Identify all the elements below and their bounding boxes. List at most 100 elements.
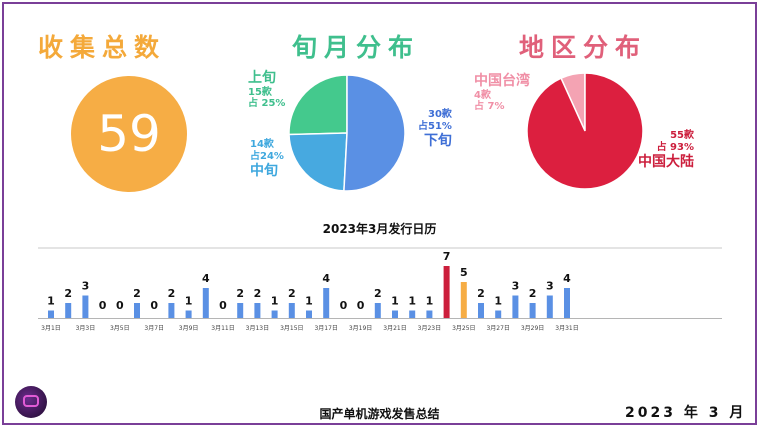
brand-logo xyxy=(15,386,47,418)
bar-3月23日 xyxy=(426,310,433,318)
bar-value-label: 2 xyxy=(133,287,141,300)
bar-3月27日 xyxy=(495,310,502,318)
bar-value-label: 2 xyxy=(64,287,72,300)
footer-title: 国产单机游戏发售总结 xyxy=(319,407,440,421)
bar-value-label: 7 xyxy=(443,250,451,263)
label-taiwan-count: 4款 xyxy=(474,89,491,101)
label-down-count: 30款 xyxy=(428,109,452,120)
bar-value-label: 2 xyxy=(288,287,296,300)
tick-label: 3月1日 xyxy=(41,325,61,332)
bar-3月14日 xyxy=(271,310,278,318)
label-mid-count: 14款 xyxy=(250,139,274,150)
bar-value-label: 3 xyxy=(546,280,554,293)
bar-3月29日 xyxy=(529,303,536,318)
tick-label: 3月9日 xyxy=(179,325,199,332)
bar-value-label: 0 xyxy=(99,299,107,312)
bar-3月16日 xyxy=(306,310,312,318)
label-mainland-pct: 占 93% xyxy=(656,141,694,153)
bar-3月25日 xyxy=(460,282,467,318)
bar-value-label: 2 xyxy=(477,287,485,300)
bar-value-label: 0 xyxy=(150,299,158,312)
bar-3月1日 xyxy=(48,310,54,318)
decade-title: 旬月分布 xyxy=(292,33,421,62)
bar-value-label: 1 xyxy=(426,295,434,308)
tick-label: 3月15日 xyxy=(280,325,303,332)
bar-3月30日 xyxy=(546,295,553,318)
label-down: 30款 占51% 下旬 xyxy=(418,109,452,149)
label-mid-pct: 占24% xyxy=(250,150,284,162)
calendar-title: 2023年3月发行日历 xyxy=(322,222,437,236)
bar-value-label: 0 xyxy=(219,299,227,312)
label-mid: 14款 占24% 中旬 xyxy=(250,139,284,179)
label-up-pct: 占 25% xyxy=(248,98,286,110)
bar-3月8日 xyxy=(168,303,175,318)
tick-label: 3月11日 xyxy=(211,325,234,332)
label-mainland-name: 中国大陆 xyxy=(638,153,694,170)
label-up-name: 上旬 xyxy=(248,70,276,86)
tick-label: 3月21日 xyxy=(383,325,406,332)
bar-value-label: 3 xyxy=(512,280,520,293)
label-mainland: 55款 占 93% 中国大陆 xyxy=(638,130,694,170)
bar-value-label: 1 xyxy=(494,295,502,308)
label-mid-name: 中旬 xyxy=(250,162,278,179)
label-down-name: 下旬 xyxy=(423,132,452,149)
bar-3月24日 xyxy=(443,266,450,318)
bar-value-label: 0 xyxy=(116,299,124,312)
region-pie xyxy=(526,72,644,190)
bar-value-label: 2 xyxy=(168,287,176,300)
pie-slice-down xyxy=(343,74,406,192)
bar-3月13日 xyxy=(254,303,261,318)
pie-slice-up xyxy=(288,74,348,136)
bar-3月2日 xyxy=(65,303,72,318)
bar-3月31日 xyxy=(564,288,570,318)
tick-label: 3月3日 xyxy=(76,325,96,332)
bar-value-label: 4 xyxy=(563,272,571,285)
bar-3月26日 xyxy=(478,303,484,318)
total-title: 收集总数 xyxy=(38,33,167,62)
logo-mark xyxy=(23,395,39,407)
label-mainland-count: 55款 xyxy=(670,130,694,141)
bar-3月10日 xyxy=(202,288,209,318)
tick-label: 3月31日 xyxy=(555,325,578,332)
bar-value-label: 2 xyxy=(236,287,244,300)
label-down-pct: 占51% xyxy=(418,120,452,132)
tick-label: 3月23日 xyxy=(418,325,441,332)
bar-value-label: 4 xyxy=(322,272,330,285)
bar-3月15日 xyxy=(288,303,295,318)
tick-label: 3月29日 xyxy=(521,325,544,332)
bar-value-label: 0 xyxy=(357,299,365,312)
decade-pie xyxy=(288,74,406,192)
bar-3月12日 xyxy=(237,303,244,318)
bar-value-label: 2 xyxy=(529,287,537,300)
tick-label: 3月19日 xyxy=(349,325,372,332)
bar-3月17日 xyxy=(323,288,330,318)
tick-label: 3月5日 xyxy=(110,325,130,332)
bar-3月22日 xyxy=(409,310,416,318)
bar-value-label: 1 xyxy=(408,295,416,308)
bar-value-label: 2 xyxy=(374,287,382,300)
bar-3月9日 xyxy=(185,310,192,318)
bar-value-label: 1 xyxy=(271,295,279,308)
label-taiwan-pct: 占 7% xyxy=(474,101,505,113)
bar-value-label: 1 xyxy=(185,295,193,308)
bar-3月21日 xyxy=(392,310,398,318)
label-up-count: 15款 xyxy=(248,86,272,98)
bar-value-label: 2 xyxy=(254,287,262,300)
tick-label: 3月7日 xyxy=(144,325,164,332)
bar-value-label: 1 xyxy=(391,295,399,308)
total-circle: 59 xyxy=(71,76,187,192)
bar-3月28日 xyxy=(512,295,519,318)
total-value: 59 xyxy=(97,105,161,163)
bar-value-label: 4 xyxy=(202,272,210,285)
region-title: 地区分布 xyxy=(519,33,648,62)
pie-slice-mid xyxy=(288,132,348,192)
tick-label: 3月27日 xyxy=(486,325,509,332)
bar-3月3日 xyxy=(82,295,89,318)
bar-value-label: 5 xyxy=(460,266,468,279)
bar-value-label: 0 xyxy=(340,299,348,312)
tick-label: 3月25日 xyxy=(452,325,475,332)
pie-slice-mainland xyxy=(526,72,644,190)
label-up: 上旬 15款 占 25% xyxy=(248,70,285,110)
bar-value-label: 1 xyxy=(305,295,313,308)
